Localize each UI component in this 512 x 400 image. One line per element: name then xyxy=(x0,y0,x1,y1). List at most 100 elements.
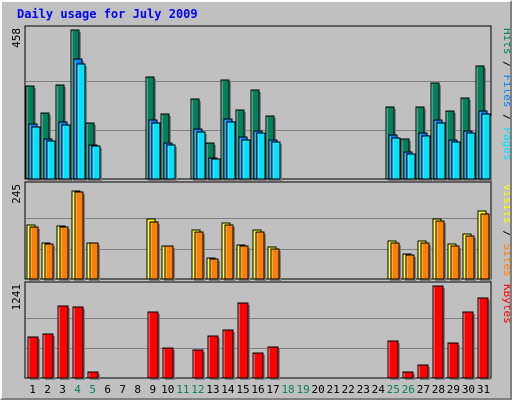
bar-sites-day-17 xyxy=(270,248,280,280)
y-max-label-bottom: 1241 xyxy=(10,284,23,311)
x-tick-label-17: 17 xyxy=(266,383,279,396)
bar-kbytes-day-16 xyxy=(252,352,264,379)
bar-pages-day-17 xyxy=(271,141,281,180)
bar-kbytes-day-13 xyxy=(207,335,219,379)
x-tick-label-15: 15 xyxy=(236,383,249,396)
bar-kbytes-day-25 xyxy=(387,340,399,379)
x-tick-label-5: 5 xyxy=(89,383,96,396)
bar-sites-day-2 xyxy=(44,243,54,280)
bar-kbytes-day-2 xyxy=(42,333,54,379)
x-tick-label-16: 16 xyxy=(251,383,264,396)
legend-separator: / xyxy=(501,224,510,244)
bar-pages-day-3 xyxy=(61,124,71,180)
legend-item-sites: Sites xyxy=(501,244,510,277)
legend-bottom: KBytes xyxy=(501,284,510,324)
bar-sites-day-25 xyxy=(390,242,400,280)
legend-separator: / xyxy=(501,55,510,75)
x-tick-label-29: 29 xyxy=(447,383,460,396)
bar-sites-day-13 xyxy=(209,258,219,280)
bar-pages-day-30 xyxy=(466,132,476,180)
chart-title: Daily usage for July 2009 xyxy=(17,7,198,21)
bar-sites-day-3 xyxy=(59,226,69,280)
bar-kbytes-day-30 xyxy=(462,311,474,379)
bar-pages-day-27 xyxy=(421,135,431,180)
bar-sites-day-16 xyxy=(255,231,265,280)
bar-sites-day-29 xyxy=(450,245,460,280)
bar-sites-day-27 xyxy=(420,242,430,280)
bar-sites-day-30 xyxy=(465,235,475,280)
bar-pages-day-14 xyxy=(226,121,236,180)
legend-item-visits: Visits xyxy=(501,184,510,224)
x-tick-label-24: 24 xyxy=(372,383,386,396)
bar-pages-day-12 xyxy=(196,131,206,180)
x-tick-label-9: 9 xyxy=(149,383,156,396)
bar-pages-day-16 xyxy=(256,132,266,180)
x-tick-label-2: 2 xyxy=(44,383,51,396)
bar-sites-day-10 xyxy=(164,245,174,280)
x-tick-label-30: 30 xyxy=(462,383,475,396)
legend-item-hits: Hits xyxy=(501,28,510,55)
bar-kbytes-day-12 xyxy=(192,349,204,379)
bar-kbytes-day-1 xyxy=(27,336,39,379)
y-max-label-top: 458 xyxy=(10,28,23,48)
bar-pages-day-15 xyxy=(241,139,251,180)
bar-sites-day-4 xyxy=(74,191,84,280)
bar-kbytes-day-3 xyxy=(57,305,69,379)
x-tick-label-10: 10 xyxy=(161,383,174,396)
bar-pages-day-31 xyxy=(481,113,491,180)
bar-pages-day-28 xyxy=(436,122,446,180)
bar-sites-day-1 xyxy=(29,226,39,280)
bar-sites-day-31 xyxy=(480,213,490,280)
x-tick-label-6: 6 xyxy=(104,383,111,396)
bar-sites-day-12 xyxy=(194,231,204,280)
bar-kbytes-day-27 xyxy=(417,364,429,379)
legend-middle: Visits / Sites xyxy=(501,184,510,277)
bar-pages-day-2 xyxy=(46,140,56,180)
bar-sites-day-26 xyxy=(405,254,415,280)
x-tick-label-31: 31 xyxy=(477,383,490,396)
bar-kbytes-day-15 xyxy=(237,302,249,379)
bar-kbytes-day-5 xyxy=(87,371,99,379)
bar-pages-day-4 xyxy=(76,63,86,180)
x-tick-label-8: 8 xyxy=(134,383,141,396)
x-tick-label-11: 11 xyxy=(176,383,189,396)
bar-sites-day-28 xyxy=(435,220,445,280)
bar-kbytes-day-9 xyxy=(147,311,159,379)
legend-item-kbytes: KBytes xyxy=(501,284,510,324)
legend-top: Hits / Files / Pages xyxy=(501,28,510,161)
x-tick-label-27: 27 xyxy=(417,383,430,396)
bar-kbytes-day-26 xyxy=(402,371,414,379)
legend-item-pages: Pages xyxy=(501,127,510,160)
x-tick-label-28: 28 xyxy=(432,383,445,396)
bar-kbytes-day-17 xyxy=(267,346,279,379)
bar-kbytes-day-28 xyxy=(432,285,444,379)
bar-sites-day-5 xyxy=(89,242,99,280)
bar-pages-day-5 xyxy=(91,145,101,180)
bar-kbytes-day-31 xyxy=(477,297,489,379)
bar-kbytes-day-14 xyxy=(222,329,234,379)
x-tick-label-12: 12 xyxy=(191,383,204,396)
bar-pages-day-10 xyxy=(166,144,176,180)
bar-sites-day-9 xyxy=(149,221,159,280)
bar-kbytes-day-29 xyxy=(447,342,459,379)
x-tick-label-1: 1 xyxy=(29,383,36,396)
legend-separator: / xyxy=(501,108,510,128)
x-tick-label-25: 25 xyxy=(387,383,400,396)
bar-sites-day-15 xyxy=(239,245,249,280)
x-tick-label-13: 13 xyxy=(206,383,219,396)
x-tick-label-4: 4 xyxy=(74,383,81,396)
x-tick-label-26: 26 xyxy=(402,383,415,396)
bar-pages-day-13 xyxy=(211,158,221,180)
x-tick-label-21: 21 xyxy=(327,383,340,396)
x-tick-label-22: 22 xyxy=(342,383,355,396)
x-tick-label-14: 14 xyxy=(221,383,235,396)
bar-pages-day-25 xyxy=(391,137,401,180)
bar-kbytes-day-10 xyxy=(162,347,174,379)
legend-item-files: Files xyxy=(501,74,510,107)
bar-kbytes-day-4 xyxy=(72,306,84,379)
bar-sites-day-14 xyxy=(224,224,234,280)
bar-pages-day-26 xyxy=(406,153,416,180)
bar-pages-day-29 xyxy=(451,141,461,180)
y-max-label-middle: 245 xyxy=(10,184,23,204)
